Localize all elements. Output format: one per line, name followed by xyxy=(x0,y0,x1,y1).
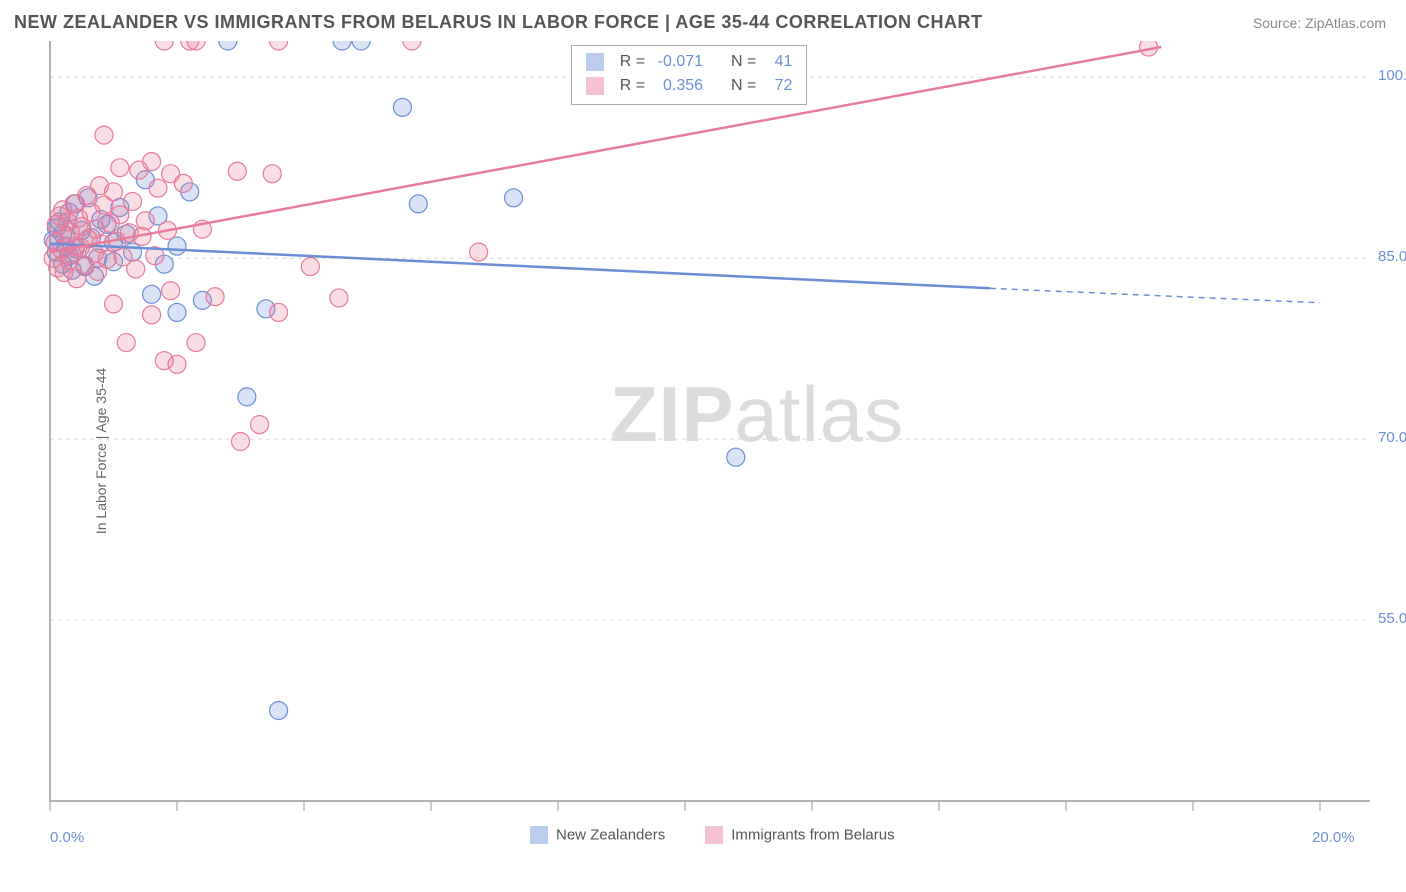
data-point xyxy=(330,289,348,307)
chart-header: NEW ZEALANDER VS IMMIGRANTS FROM BELARUS… xyxy=(0,0,1406,41)
data-point xyxy=(168,237,186,255)
stats-swatch xyxy=(586,77,604,95)
data-point xyxy=(238,388,256,406)
data-point xyxy=(219,41,237,50)
data-point xyxy=(127,260,145,278)
data-point xyxy=(143,285,161,303)
stats-r-value: -0.071 xyxy=(653,50,703,74)
data-point xyxy=(187,334,205,352)
data-point xyxy=(505,189,523,207)
legend-label: Immigrants from Belarus xyxy=(731,827,894,844)
data-point xyxy=(117,334,135,352)
y-tick-label: 70.0% xyxy=(1378,429,1406,446)
data-point xyxy=(727,448,745,466)
data-point xyxy=(168,303,186,321)
stats-n-value: 72 xyxy=(764,74,792,98)
data-point xyxy=(232,433,250,451)
data-point xyxy=(143,153,161,171)
data-point xyxy=(352,41,370,50)
data-point xyxy=(263,165,281,183)
data-point xyxy=(301,258,319,276)
legend-swatch xyxy=(705,826,723,844)
data-point xyxy=(333,41,351,50)
data-point xyxy=(95,126,113,144)
data-point xyxy=(105,295,123,313)
data-point xyxy=(136,212,154,230)
data-point xyxy=(228,162,246,180)
source-label: Source: ZipAtlas.com xyxy=(1253,15,1386,31)
trend-line-extrapolated xyxy=(990,288,1320,302)
data-point xyxy=(155,41,173,50)
trend-line xyxy=(50,244,990,289)
scatter-plot xyxy=(40,41,1380,821)
data-point xyxy=(98,250,116,268)
data-point xyxy=(270,41,288,50)
chart-area: In Labor Force | Age 35-44 ZIPatlas R =-… xyxy=(40,41,1380,861)
data-point xyxy=(149,179,167,197)
data-point xyxy=(470,243,488,261)
stats-swatch xyxy=(586,53,604,71)
data-point xyxy=(270,702,288,720)
data-point xyxy=(124,192,142,210)
data-point xyxy=(143,306,161,324)
bottom-legend: New Zealanders Immigrants from Belarus xyxy=(530,826,895,844)
data-point xyxy=(105,183,123,201)
legend-label: New Zealanders xyxy=(556,827,665,844)
data-point xyxy=(174,174,192,192)
stats-r-value: 0.356 xyxy=(653,74,703,98)
stats-legend-box: R = -0.071 N = 41 R = 0.356 N = 72 xyxy=(571,45,808,105)
stats-n-label: N = xyxy=(731,74,756,98)
stats-r-label: R = xyxy=(620,74,645,98)
data-point xyxy=(162,282,180,300)
data-point xyxy=(393,98,411,116)
legend-swatch xyxy=(530,826,548,844)
stats-n-value: 41 xyxy=(764,50,792,74)
data-point xyxy=(403,41,421,50)
stats-row: R = 0.356 N = 72 xyxy=(586,74,793,98)
x-tick-label: 20.0% xyxy=(1312,829,1355,846)
y-axis-label: In Labor Force | Age 35-44 xyxy=(93,368,109,534)
y-tick-label: 100.0% xyxy=(1378,67,1406,84)
data-point xyxy=(251,416,269,434)
y-tick-label: 55.0% xyxy=(1378,610,1406,627)
chart-title: NEW ZEALANDER VS IMMIGRANTS FROM BELARUS… xyxy=(14,12,983,33)
data-point xyxy=(409,195,427,213)
stats-row: R = -0.071 N = 41 xyxy=(586,50,793,74)
legend-item: New Zealanders xyxy=(530,826,665,844)
stats-r-label: R = xyxy=(620,50,645,74)
data-point xyxy=(270,303,288,321)
data-point xyxy=(111,159,129,177)
x-tick-label: 0.0% xyxy=(50,829,84,846)
legend-item: Immigrants from Belarus xyxy=(705,826,894,844)
y-tick-label: 85.0% xyxy=(1378,248,1406,265)
data-point xyxy=(206,288,224,306)
data-point xyxy=(168,355,186,373)
stats-n-label: N = xyxy=(731,50,756,74)
